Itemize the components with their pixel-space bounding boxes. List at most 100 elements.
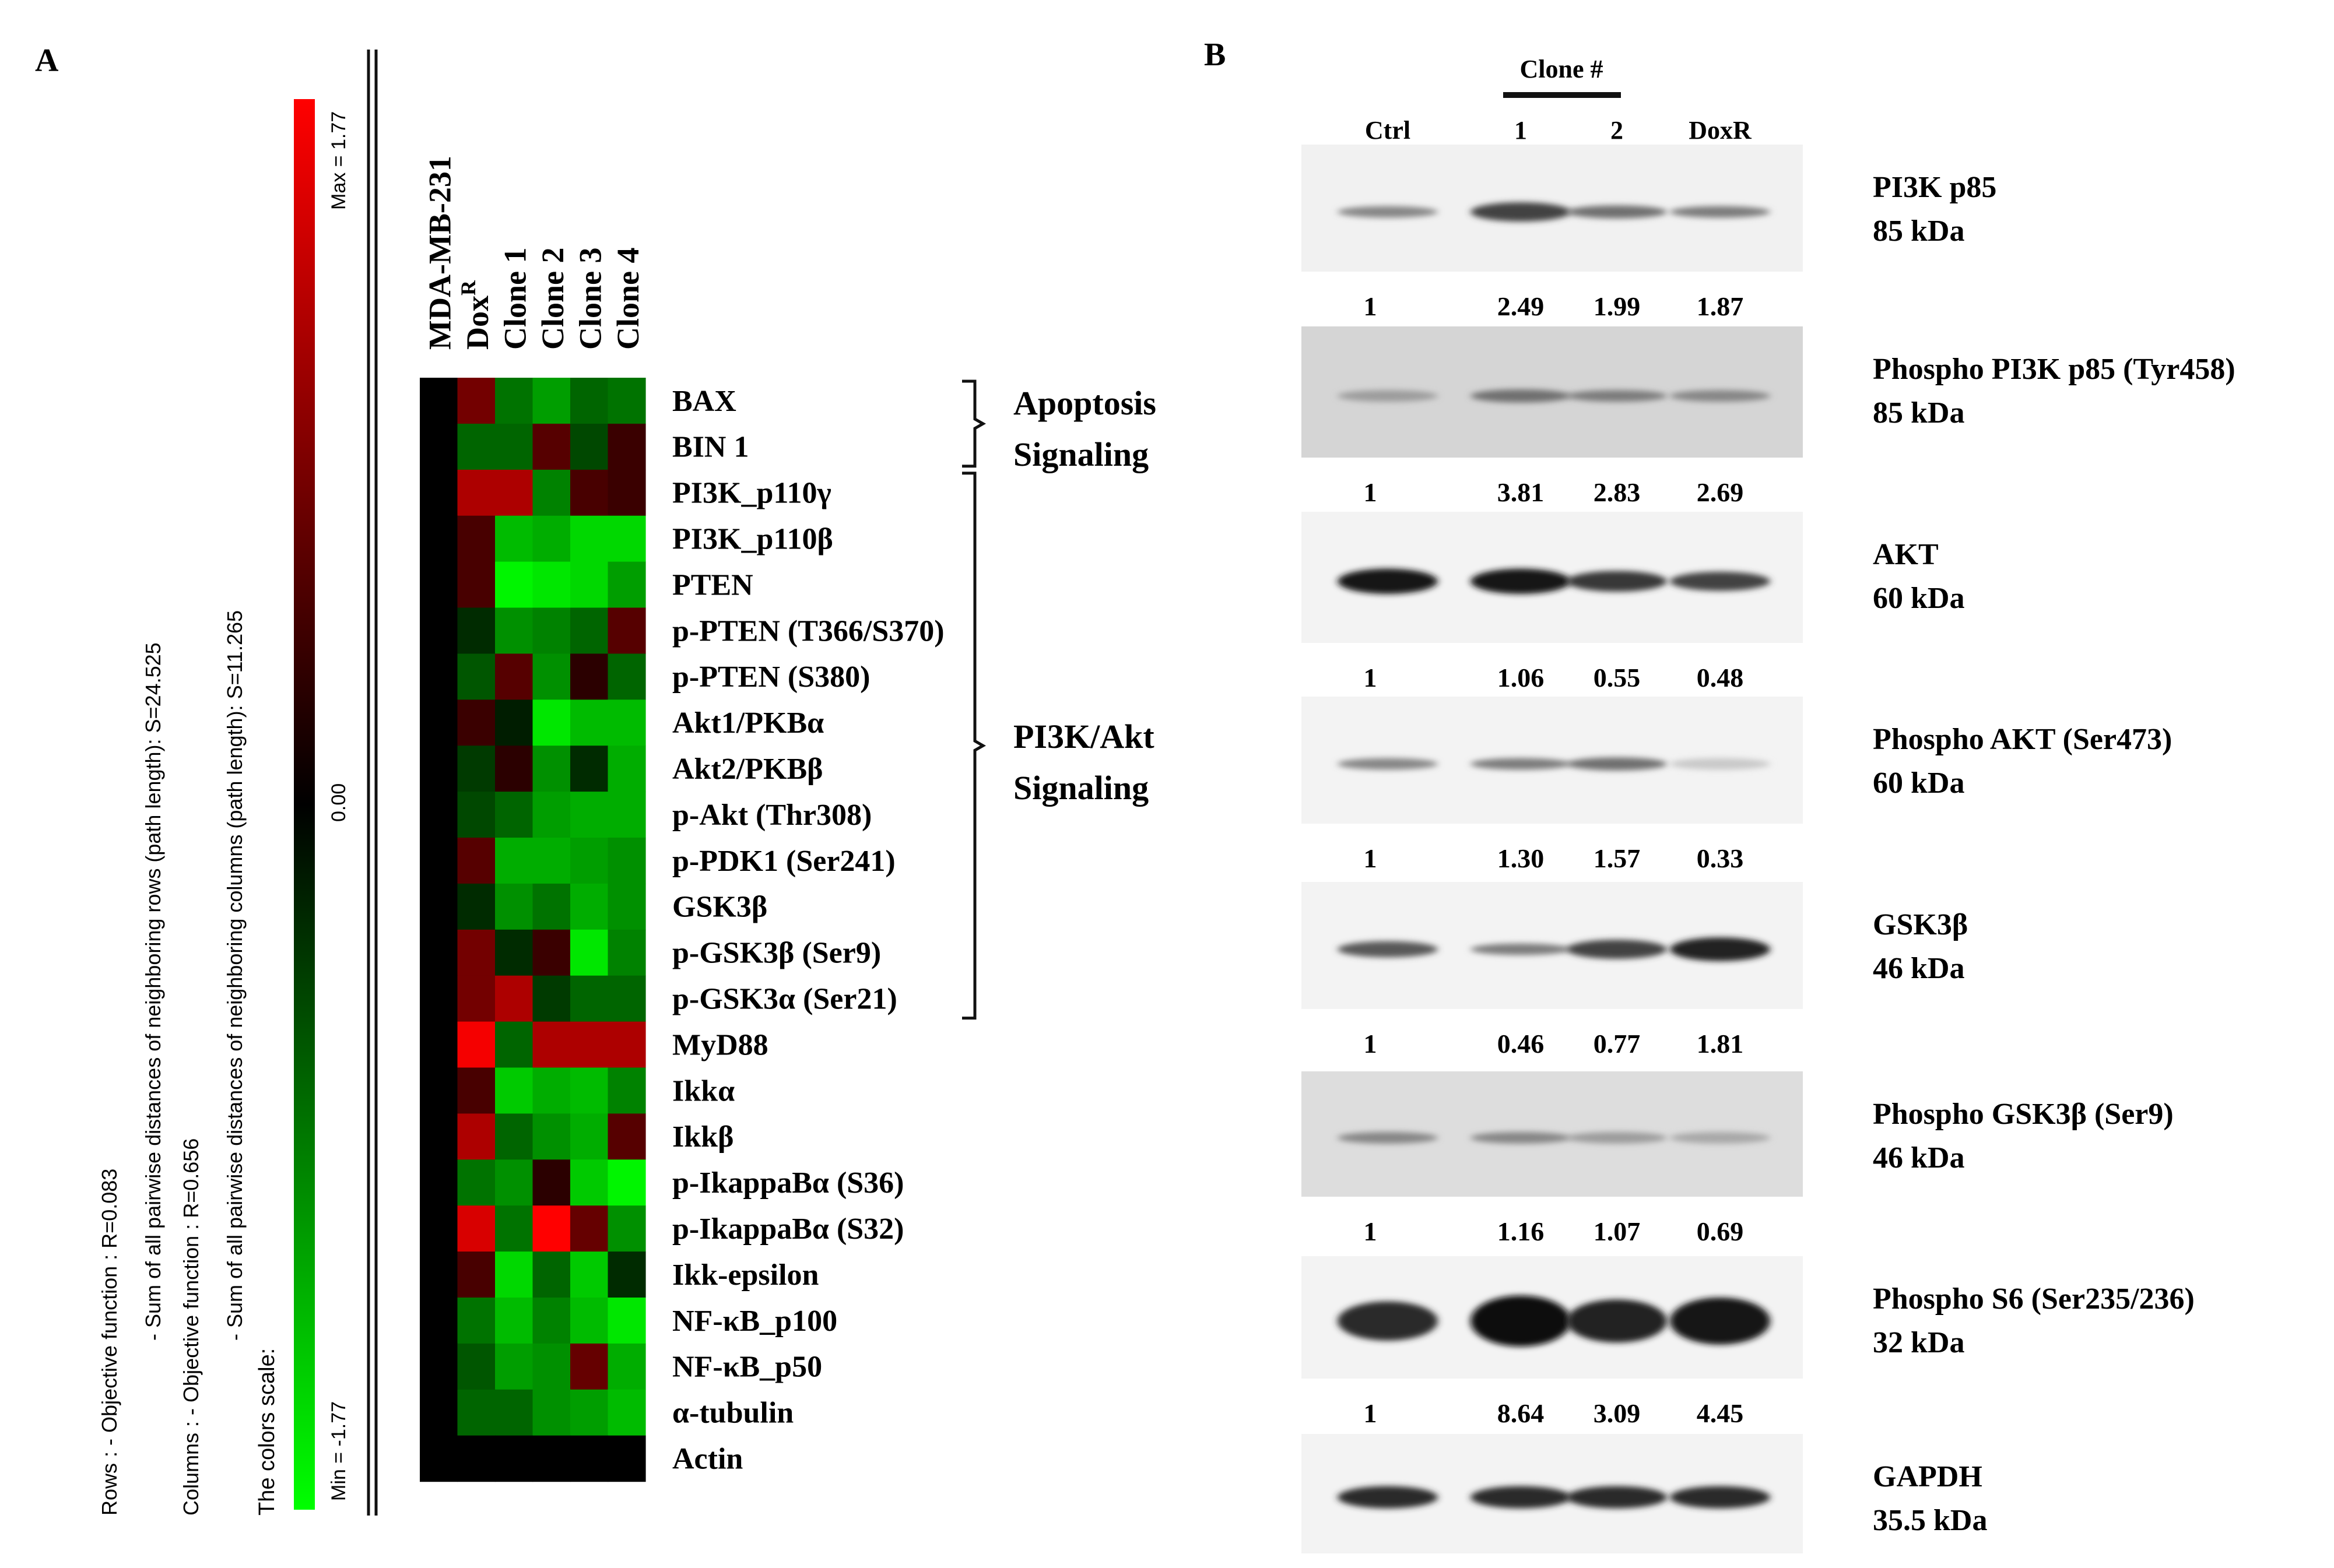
panel-b-label: B	[1204, 37, 1226, 73]
heatmap-cell	[457, 1298, 496, 1344]
blot-band	[1670, 571, 1770, 591]
band-quantification: 1.81	[1697, 1029, 1744, 1059]
blot-band	[1567, 757, 1667, 771]
heatmap-cell	[420, 561, 458, 609]
heatmap-cell	[420, 378, 458, 424]
blot-protein-label: Phospho GSK3β (Ser9)	[1873, 1098, 2174, 1131]
heatmap-cell	[420, 469, 458, 516]
band-quantification: 1	[1364, 1217, 1377, 1246]
heatmap-cell	[608, 561, 646, 609]
heatmap-cell	[608, 883, 646, 930]
heatmap-cell	[608, 699, 646, 746]
heatmap-cell	[457, 653, 496, 700]
blot-band	[1470, 389, 1571, 403]
blot-band	[1470, 758, 1571, 770]
clustering-legend: Rows : - Objective function : R=0.083 - S…	[97, 610, 279, 1516]
column-header: Clone 4	[610, 248, 645, 350]
heatmap-cell	[420, 653, 458, 700]
blot-band	[1567, 1486, 1667, 1509]
row-label: Ikk-epsilon	[672, 1258, 819, 1292]
heatmap-cell	[570, 1251, 609, 1298]
heatmap-cell	[457, 423, 496, 470]
heatmap-cell	[532, 469, 571, 516]
blot-size-label: 46 kDa	[1873, 952, 1964, 985]
band-quantification: 1	[1364, 291, 1377, 321]
heatmap-cell	[608, 607, 646, 654]
row-label: BAX	[672, 385, 736, 418]
heatmap-cell	[570, 1067, 609, 1114]
heatmap-cell	[570, 1343, 609, 1390]
band-quantification: 0.55	[1594, 663, 1641, 692]
blot-band	[1567, 1299, 1667, 1343]
blot-band	[1567, 390, 1667, 402]
heatmap-cell	[420, 1159, 458, 1206]
band-quantification: 0.48	[1697, 663, 1744, 692]
band-quantification: 2.69	[1697, 477, 1744, 507]
heatmap-cell	[457, 1343, 496, 1390]
blot-band	[1670, 390, 1770, 402]
heatmap-cell	[457, 975, 496, 1022]
heatmap-cell	[495, 561, 534, 609]
heatmap-cell	[495, 1113, 534, 1160]
group-bracket	[962, 379, 987, 468]
scale-max-label: Max = 1.77	[328, 111, 350, 210]
blot-row: GAPDH 35.5 kDa	[1301, 1434, 1987, 1553]
heatmap-cell	[495, 378, 534, 424]
blot-size-label: 32 kDa	[1873, 1326, 1964, 1359]
group-label: Apoptosis	[1013, 384, 1156, 422]
lane-label: DoxR	[1689, 116, 1752, 145]
heatmap-cell	[495, 1389, 534, 1436]
heatmap-cell	[570, 1389, 609, 1436]
heatmap-cell	[570, 423, 609, 470]
heatmap-cell	[570, 1205, 609, 1252]
legend-line: - Sum of all pairwise distances of neigh…	[223, 610, 247, 1341]
heatmap-cell	[570, 883, 609, 930]
signaling-groups: Apoptosis Signaling PI3K/Akt Signaling	[962, 379, 1156, 1020]
blot-band	[1670, 1131, 1770, 1144]
heatmap-cell	[570, 746, 609, 792]
band-quantification: 0.69	[1697, 1217, 1744, 1246]
heatmap-cell	[457, 1067, 496, 1114]
blot-size-label: 85 kDa	[1873, 396, 1964, 430]
row-label: p-GSK3α (Ser21)	[672, 983, 897, 1016]
legend-line: Rows : - Objective function : R=0.083	[97, 1169, 121, 1516]
heatmap-cell	[495, 1343, 534, 1390]
heatmap-cell	[495, 929, 534, 976]
heatmap-cell	[570, 699, 609, 746]
heatmap-cell	[608, 1251, 646, 1298]
heatmap-cell	[608, 1343, 646, 1390]
row-label: p-PDK1 (Ser241)	[672, 845, 896, 878]
lane-labels: Ctrl 1 2 DoxR	[1365, 116, 1752, 145]
band-quantification: 1.87	[1697, 291, 1744, 321]
heatmap-cell	[532, 1205, 571, 1252]
group-bracket	[962, 472, 987, 1020]
blot-size-label: 35.5 kDa	[1873, 1504, 1987, 1537]
band-quantification: 0.77	[1594, 1029, 1641, 1059]
band-quantification: 1	[1364, 663, 1377, 692]
blot-band	[1670, 206, 1770, 218]
blot-protein-label: Phospho S6 (Ser235/236)	[1873, 1282, 2195, 1316]
blot-size-label: 60 kDa	[1873, 582, 1964, 615]
band-quantification: 3.81	[1497, 477, 1545, 507]
heatmap-cell	[420, 1298, 458, 1344]
heatmap-cell	[532, 699, 571, 746]
blot-protein-label: GSK3β	[1873, 908, 1968, 941]
heatmap-cell	[570, 1113, 609, 1160]
band-quantification: 1	[1364, 843, 1377, 873]
heatmap-cell	[608, 469, 646, 516]
heatmap-cell	[457, 746, 496, 792]
heatmap-cell	[457, 515, 496, 562]
heatmap-cell	[570, 975, 609, 1022]
heatmap-cell	[495, 699, 534, 746]
scale-min-label: Min = -1.77	[328, 1401, 350, 1501]
heatmap-cell	[532, 929, 571, 976]
row-label: p-PTEN (S380)	[672, 660, 870, 694]
blot-band	[1567, 571, 1667, 592]
band-quantification: 1	[1364, 477, 1377, 507]
heatmap-cell	[608, 1021, 646, 1068]
heatmap-cell	[495, 653, 534, 700]
heatmap-cell	[420, 699, 458, 746]
column-header: Clone 1	[497, 248, 532, 350]
blot-band	[1338, 1486, 1438, 1509]
